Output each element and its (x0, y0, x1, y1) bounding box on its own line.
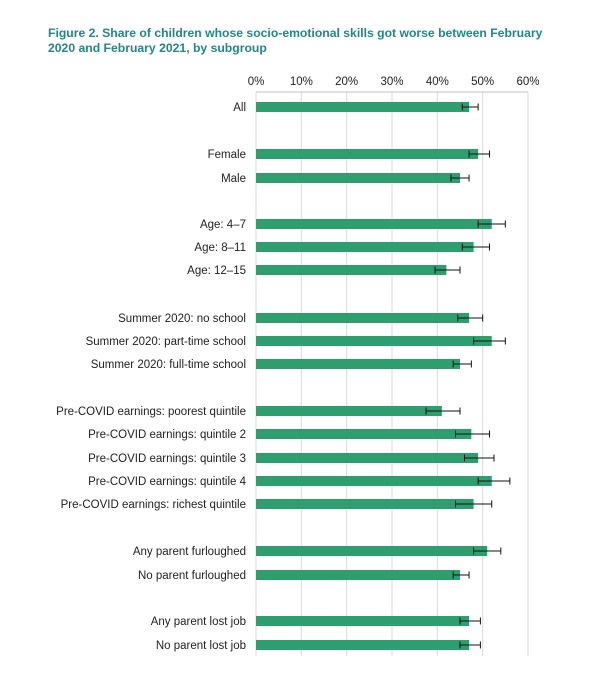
category-label: No parent furloughed (138, 570, 246, 582)
bar (256, 546, 488, 556)
category-label: Age: 8–11 (194, 242, 246, 254)
category-label: Age: 12–15 (187, 265, 246, 277)
category-label: All (233, 102, 246, 114)
category-label: Male (221, 173, 246, 185)
bar (256, 102, 470, 112)
category-label: Summer 2020: part-time school (86, 336, 246, 348)
category-label: Any parent furloughed (133, 546, 246, 558)
x-tick-label: 10% (290, 76, 313, 88)
category-label: Summer 2020: full-time school (91, 359, 246, 371)
bar (256, 265, 447, 275)
x-tick-label: 50% (471, 76, 494, 88)
bar (256, 476, 492, 486)
x-tick-label: 40% (426, 76, 449, 88)
category-label: Any parent lost job (151, 616, 246, 628)
bar (256, 429, 472, 439)
bar (256, 406, 442, 416)
bar (256, 242, 474, 252)
bar (256, 149, 479, 159)
category-label: No parent lost job (156, 640, 246, 652)
category-label: Summer 2020: no school (118, 313, 246, 325)
bar (256, 313, 470, 323)
bar (256, 570, 460, 580)
bar (256, 359, 460, 369)
bar (256, 616, 470, 626)
chart-title: Figure 2. Share of children whose socio-… (48, 26, 543, 55)
category-label: Pre-COVID earnings: quintile 2 (88, 429, 246, 441)
category-label: Pre-COVID earnings: richest quintile (61, 499, 246, 511)
category-label: Pre-COVID earnings: quintile 3 (88, 453, 246, 465)
x-tick-label: 20% (335, 76, 358, 88)
bar (256, 336, 492, 346)
x-tick-label: 30% (380, 76, 403, 88)
bar (256, 453, 479, 463)
category-label: Age: 4–7 (200, 219, 246, 231)
bar (256, 640, 470, 650)
bar (256, 219, 492, 229)
bar (256, 499, 474, 509)
category-label: Pre-COVID earnings: poorest quintile (56, 406, 246, 418)
x-tick-label: 0% (248, 76, 265, 88)
category-label: Pre-COVID earnings: quintile 4 (88, 476, 246, 488)
x-tick-label: 60% (516, 76, 539, 88)
bar (256, 173, 460, 183)
category-label: Female (208, 149, 246, 161)
